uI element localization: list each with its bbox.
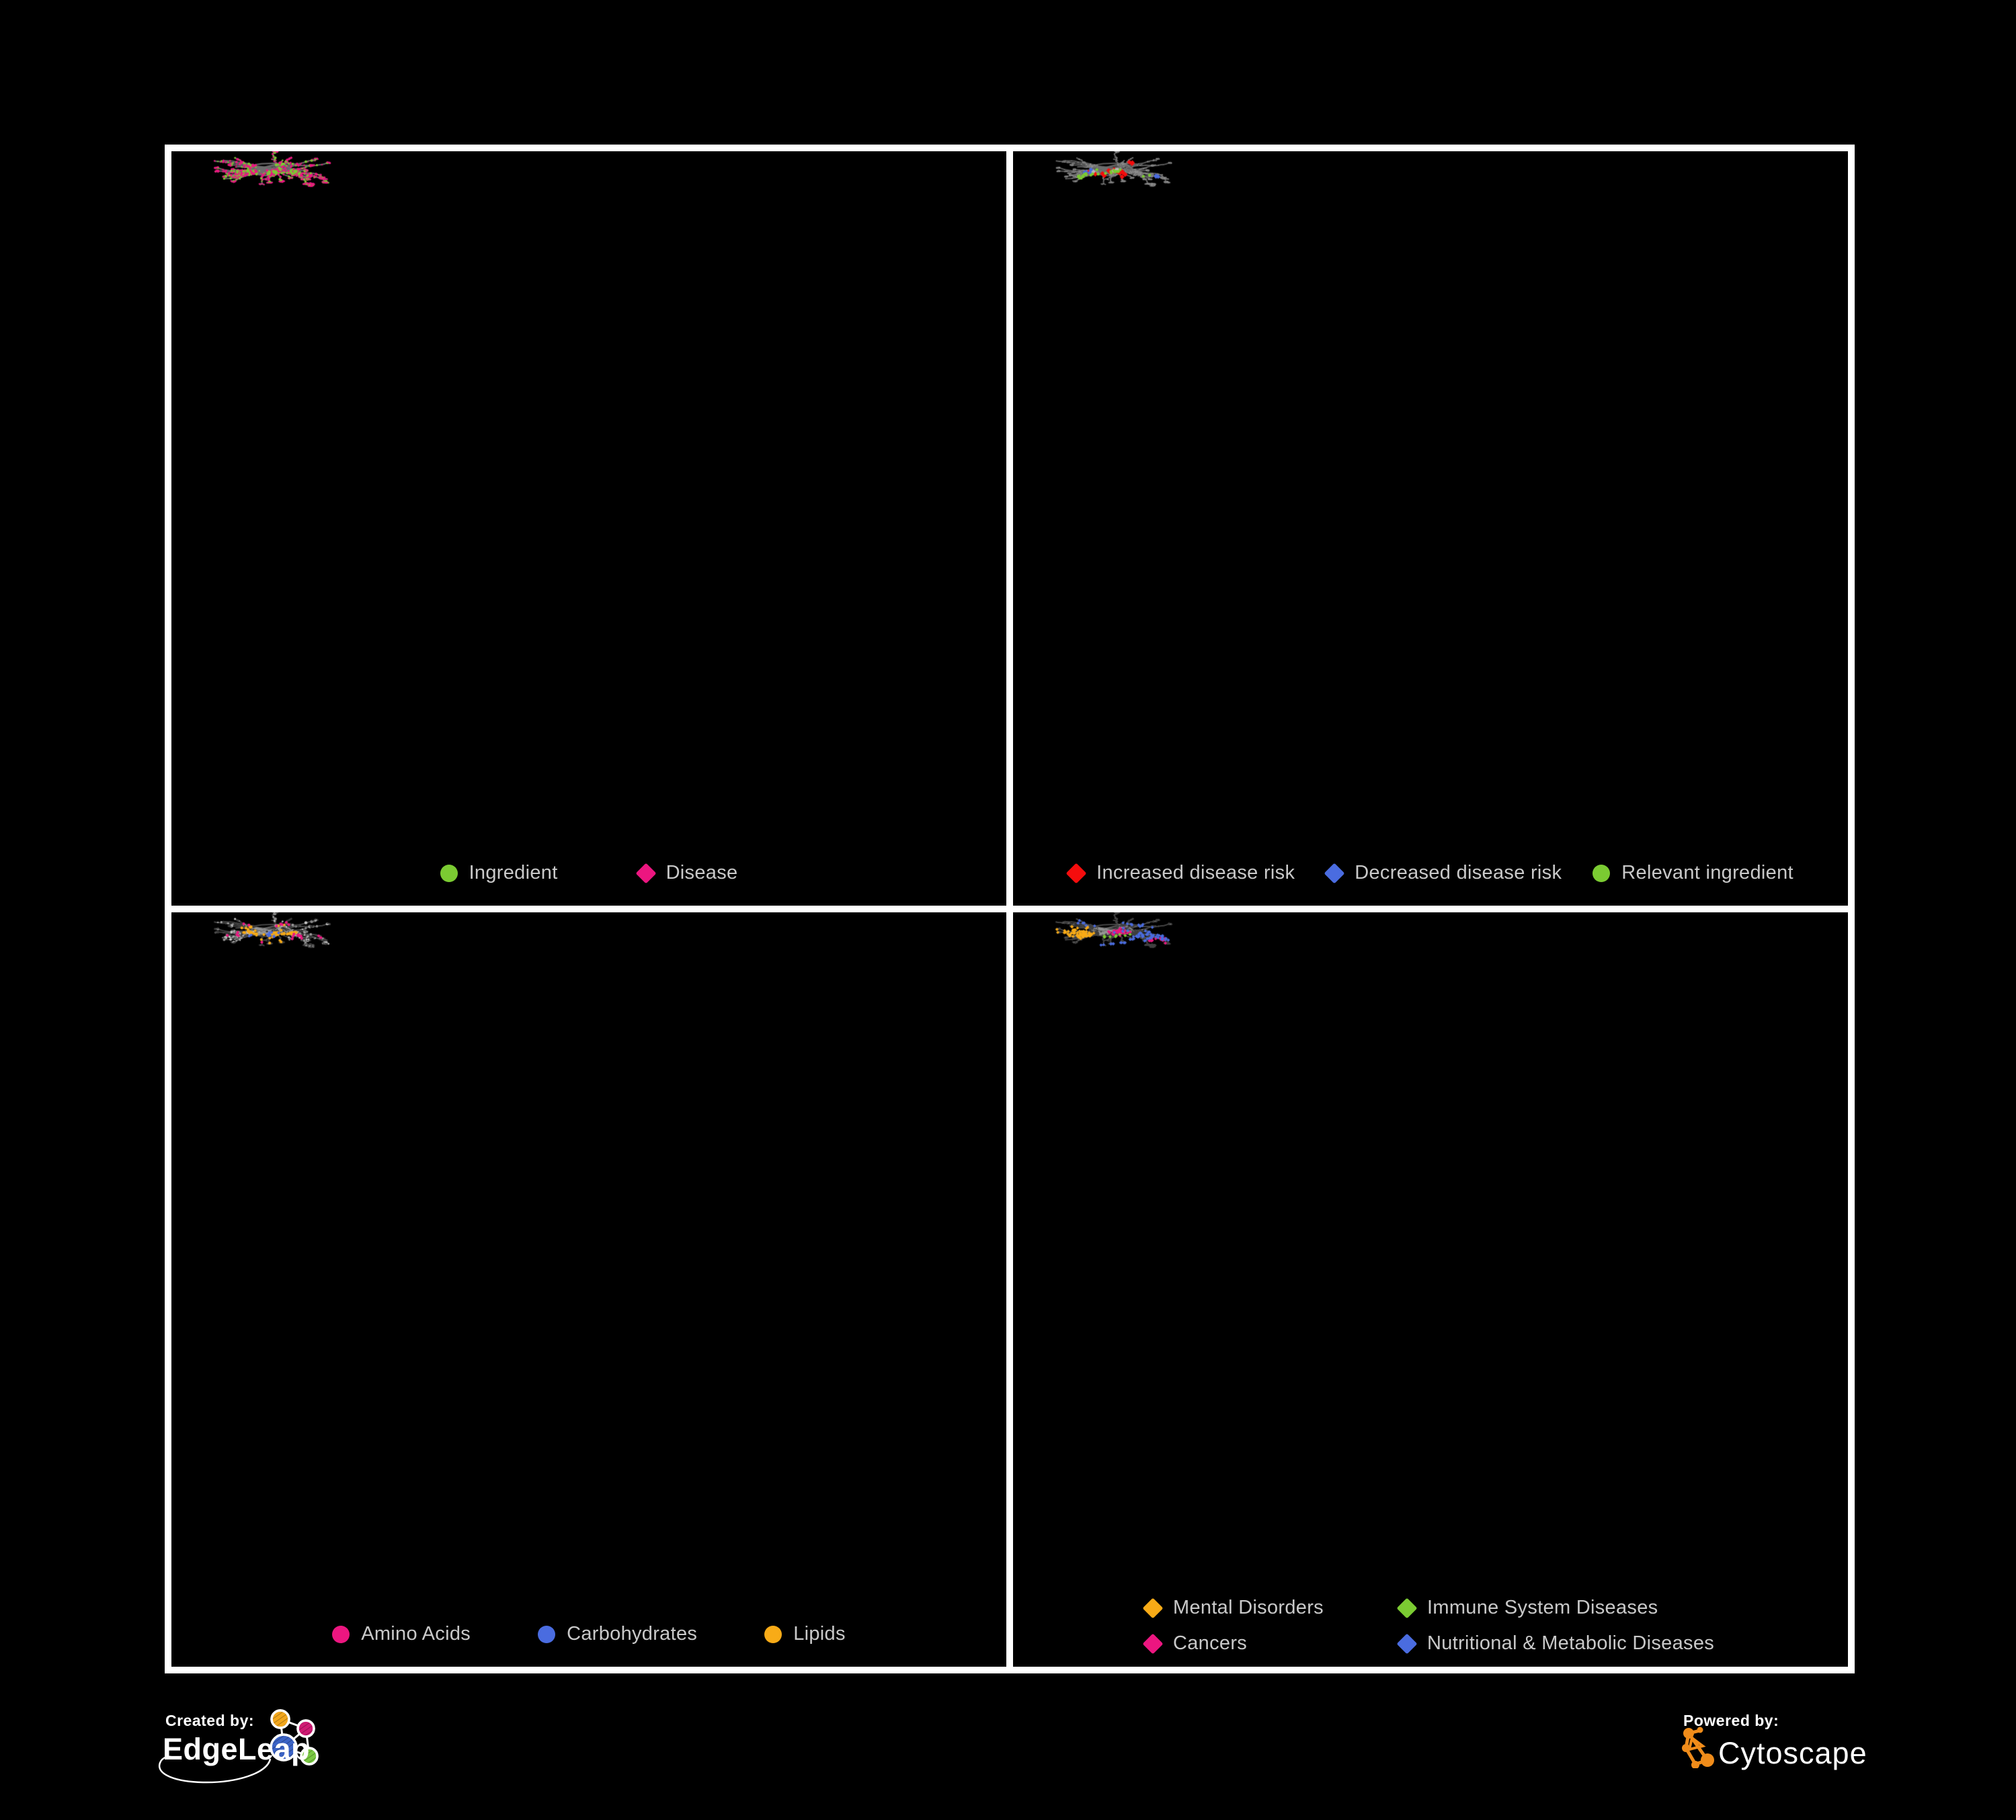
cytoscape-logo-icon — [1682, 1727, 1714, 1768]
increased-risk-swatch-icon — [1065, 863, 1087, 883]
legend-label-decreased-risk: Decreased disease risk — [1355, 862, 1562, 883]
legend-item-disease: Disease — [635, 862, 738, 884]
network-graph-disease-classes — [1013, 912, 1215, 1013]
legend-label-amino-acids: Amino Acids — [361, 1623, 471, 1645]
legend-label-relevant-ingredient: Relevant ingredient — [1621, 862, 1793, 883]
legend-label-nutritional-metabolic: Nutritional & Metabolic Diseases — [1427, 1632, 1715, 1654]
created-by-label: Created by: — [165, 1712, 255, 1729]
legend-label-cancers: Cancers — [1173, 1632, 1248, 1654]
panels-frame: Ingredient Disease Increased disease ris… — [165, 145, 1855, 1673]
legend-disease-risk: Increased disease risk Decreased disease… — [1013, 862, 1848, 884]
amino-acids-swatch-icon — [332, 1625, 350, 1643]
legend-item-nutritional-metabolic: Nutritional & Metabolic Diseases — [1396, 1632, 1715, 1655]
legend-label-lipids: Lipids — [793, 1623, 846, 1645]
legend-item-ingredient: Ingredient — [440, 862, 558, 884]
network-graph-nutrient-classes — [171, 912, 373, 1013]
cancers-swatch-icon — [1142, 1633, 1164, 1654]
legend-label-ingredient: Ingredient — [469, 862, 558, 883]
relevant-ingredient-swatch-icon — [1592, 864, 1611, 882]
panel-disease-risk: Increased disease risk Decreased disease… — [1013, 151, 1848, 906]
legend-item-mental-disorders: Mental Disorders — [1142, 1597, 1398, 1619]
legend-label-disease: Disease — [666, 862, 738, 883]
decreased-risk-swatch-icon — [1324, 863, 1345, 883]
legend-label-carbohydrates: Carbohydrates — [567, 1623, 698, 1645]
edgeleap-logo-icon — [158, 1709, 319, 1784]
cytoscape-wordmark: Cytoscape — [1718, 1736, 1867, 1770]
edgeleap-wordmark: EdgeLeap — [163, 1732, 311, 1766]
edgeleap-branding: Created by: EdgeLeap — [155, 1708, 329, 1788]
panel-nutrient-classes: Amino Acids Carbohydrates Lipids — [171, 912, 1006, 1667]
legend-item-amino-acids: Amino Acids — [332, 1623, 471, 1645]
panel-disease-classes: Mental Disorders Immune System Diseases … — [1013, 912, 1848, 1667]
disease-swatch-icon — [635, 863, 657, 883]
legend-item-immune-diseases: Immune System Diseases — [1396, 1597, 1714, 1619]
nutritional-metabolic-swatch-icon — [1396, 1633, 1418, 1654]
network-graph-ingredient-disease — [171, 151, 373, 252]
ingredient-swatch-icon — [440, 864, 458, 882]
legend-disease-classes: Mental Disorders Immune System Diseases … — [1142, 1597, 1715, 1655]
legend-label-immune-diseases: Immune System Diseases — [1427, 1597, 1658, 1618]
legend-item-cancers: Cancers — [1142, 1632, 1398, 1655]
network-graph-disease-risk — [1013, 151, 1215, 252]
panel-ingredient-disease: Ingredient Disease — [171, 151, 1006, 906]
legend-ingredient-disease: Ingredient Disease — [171, 862, 1006, 884]
carbohydrates-swatch-icon — [538, 1625, 556, 1643]
legend-item-lipids: Lipids — [764, 1623, 846, 1645]
legend-item-increased-risk: Increased disease risk — [1065, 862, 1295, 884]
powered-by-label: Powered by: — [1683, 1712, 1779, 1729]
cytoscape-branding: Powered by: Cytoscape — [1671, 1708, 1867, 1788]
legend-item-decreased-risk: Decreased disease risk — [1324, 862, 1562, 884]
lipids-swatch-icon — [764, 1625, 782, 1643]
legend-item-carbohydrates: Carbohydrates — [538, 1623, 697, 1645]
legend-nutrient-classes: Amino Acids Carbohydrates Lipids — [171, 1623, 1006, 1645]
legend-label-increased-risk: Increased disease risk — [1096, 862, 1295, 883]
mental-disorders-swatch-icon — [1142, 1597, 1164, 1618]
legend-item-relevant-ingredient: Relevant ingredient — [1592, 862, 1793, 884]
immune-diseases-swatch-icon — [1396, 1597, 1418, 1618]
legend-label-mental-disorders: Mental Disorders — [1173, 1597, 1324, 1618]
